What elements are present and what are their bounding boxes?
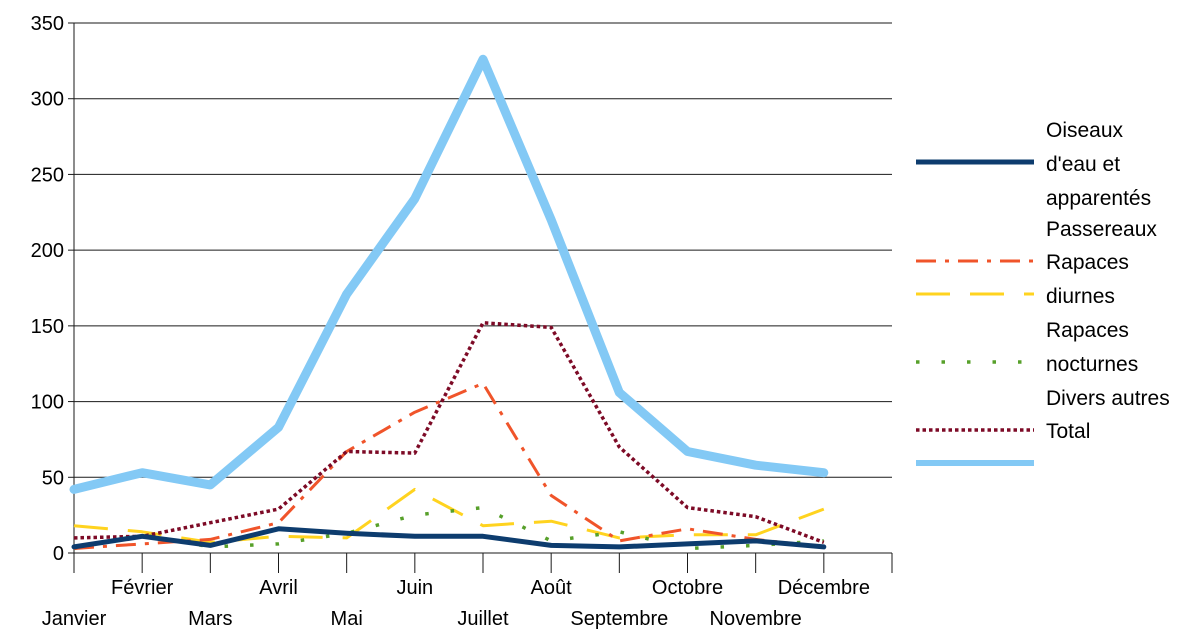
x-tick-label: Septembre	[570, 608, 668, 630]
gridlines	[74, 22, 892, 478]
legend-label: d'eau et	[1046, 153, 1120, 176]
y-tick-label: 100	[31, 392, 64, 414]
series-line	[73, 381, 824, 550]
legend-label: nocturnes	[1046, 353, 1138, 376]
x-tick-label: Novembre	[710, 608, 802, 630]
y-tick-label: 50	[42, 467, 64, 489]
x-tick-label: Octobre	[652, 577, 723, 599]
x-tick-label: Mars	[188, 608, 232, 630]
legend-label: Total	[1046, 420, 1090, 443]
legend-label: Oiseaux	[1046, 119, 1124, 142]
x-tick-label: Mai	[331, 608, 363, 630]
y-tick-label: 350	[31, 13, 64, 35]
y-axis: 0 50 100 150 200 250 300 350	[31, 13, 75, 565]
x-tick-label: Janvier	[42, 608, 107, 630]
series-line	[71, 526, 827, 550]
series-line	[69, 54, 829, 494]
y-tick-label: 250	[31, 164, 64, 186]
legend-label: Divers autres	[1046, 387, 1170, 410]
x-tick-label: Juin	[396, 577, 433, 599]
x-tick-label: Juillet	[457, 608, 509, 630]
legend-label: Rapaces	[1046, 319, 1129, 342]
y-tick-label: 150	[31, 316, 64, 338]
legend-label: Passereaux	[1046, 218, 1157, 241]
series-lines	[69, 54, 829, 551]
legend-label: Rapaces	[1046, 251, 1129, 274]
series-line	[73, 321, 825, 545]
legend-label: apparentés	[1046, 187, 1151, 210]
y-tick-label: 0	[53, 543, 64, 565]
x-tick-label: Août	[531, 577, 573, 599]
x-tick-label: Avril	[259, 577, 298, 599]
y-tick-label: 300	[31, 89, 64, 111]
legend: Oiseaux d'eau et apparentés Passereaux Rapac…	[916, 119, 1170, 466]
y-tick-label: 200	[31, 240, 64, 262]
legend-label: diurnes	[1046, 285, 1115, 308]
series-line	[73, 487, 825, 544]
x-tick-label: Février	[111, 577, 174, 599]
x-tick-label: Décembre	[778, 577, 870, 599]
